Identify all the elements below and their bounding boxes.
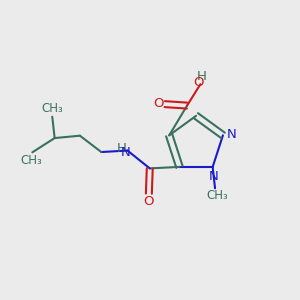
Text: N: N [121, 146, 131, 158]
Text: CH₃: CH₃ [20, 154, 42, 166]
Text: CH₃: CH₃ [206, 189, 228, 202]
Text: N: N [208, 170, 218, 183]
Text: O: O [144, 195, 154, 208]
Text: O: O [153, 97, 164, 110]
Text: N: N [226, 128, 236, 141]
Text: CH₃: CH₃ [42, 102, 63, 115]
Text: H: H [117, 142, 127, 155]
Text: H: H [197, 70, 207, 83]
Text: O: O [194, 76, 204, 89]
